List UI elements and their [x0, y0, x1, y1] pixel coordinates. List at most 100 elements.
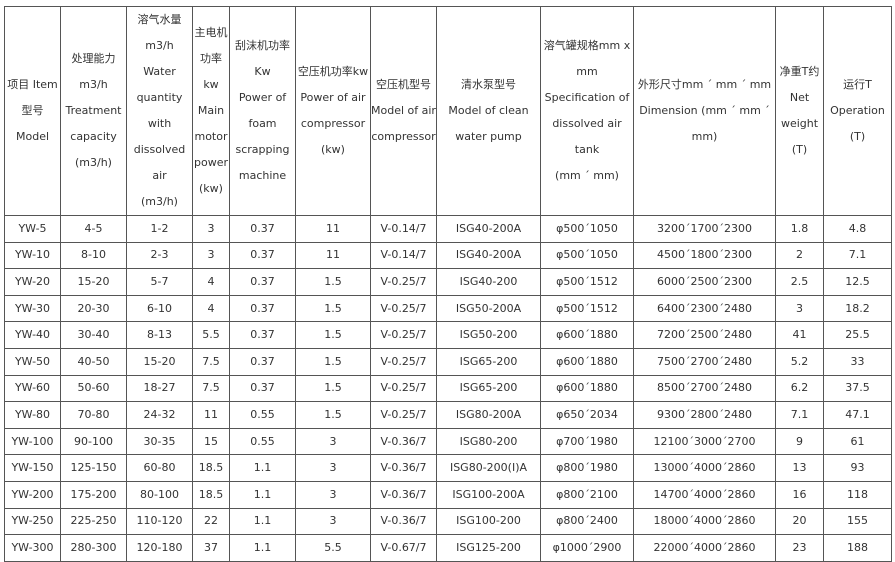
cell-dimension: 9300´2800´2480 — [633, 401, 776, 429]
cell-net-weight: 5.2 — [775, 347, 824, 376]
cell-net-weight: 13 — [775, 454, 824, 482]
cell-operation-weight: 37.5 — [823, 374, 892, 403]
header-clean-water-pump-model: 清水泵型号 Model of clean water pump — [436, 6, 541, 216]
cell-model: YW-40 — [4, 321, 61, 349]
cell-treatment-capacity: 4-5 — [60, 215, 127, 243]
cell-clean-water-pump-model: ISG40-200 — [436, 268, 541, 296]
cell-water-quantity: 2-3 — [126, 241, 193, 270]
cell-dissolved-air-tank-spec: φ500´1512 — [540, 268, 634, 296]
table-row: YW-80 70-80 24-32 11 0.55 1.5 V-0.25/7 ISG80-20… — [4, 401, 892, 429]
header-main-motor-power: 主电机 功率kw Main motor power (kw) — [192, 6, 230, 216]
cell-operation-weight: 47.1 — [823, 401, 892, 429]
cell-treatment-capacity: 15-20 — [60, 268, 127, 296]
cell-foam-scraper-power: 1.1 — [229, 507, 296, 536]
cell-air-compressor-model: V-0.25/7 — [370, 347, 437, 376]
cell-clean-water-pump-model: ISG65-200 — [436, 347, 541, 376]
cell-clean-water-pump-model: ISG100-200 — [436, 507, 541, 536]
cell-air-compressor-power: 1.5 — [295, 401, 371, 429]
cell-treatment-capacity: 125-150 — [60, 454, 127, 482]
cell-model: YW-10 — [4, 241, 61, 270]
cell-water-quantity: 5-7 — [126, 268, 193, 296]
cell-model: YW-300 — [4, 534, 61, 562]
cell-water-quantity: 120-180 — [126, 534, 193, 562]
cell-dissolved-air-tank-spec: φ800´2100 — [540, 480, 634, 509]
cell-dissolved-air-tank-spec: φ600´1880 — [540, 347, 634, 376]
table-row: YW-100 90-100 30-35 15 0.55 3 V-0.36/7 ISG80-20… — [4, 427, 892, 456]
table-row: YW-200 175-200 80-100 18.5 1.1 3 V-0.36/7 ISG10… — [4, 480, 892, 509]
cell-dimension: 6400´2300´2480 — [633, 294, 776, 323]
cell-model: YW-80 — [4, 401, 61, 429]
cell-water-quantity: 24-32 — [126, 401, 193, 429]
cell-clean-water-pump-model: ISG65-200 — [436, 374, 541, 403]
cell-foam-scraper-power: 0.37 — [229, 374, 296, 403]
cell-net-weight: 9 — [775, 427, 824, 456]
cell-net-weight: 3 — [775, 294, 824, 323]
cell-net-weight: 41 — [775, 321, 824, 349]
cell-dissolved-air-tank-spec: φ500´1050 — [540, 241, 634, 270]
header-air-compressor-model: 空压机型号 Model of air compressor — [370, 6, 437, 216]
cell-model: YW-150 — [4, 454, 61, 482]
cell-foam-scraper-power: 0.37 — [229, 294, 296, 323]
cell-air-compressor-power: 11 — [295, 215, 371, 243]
cell-operation-weight: 61 — [823, 427, 892, 456]
header-water-quantity: 溶气水量 m3/h Water quantity with dissolved … — [126, 6, 193, 216]
cell-dimension: 12100´3000´2700 — [633, 427, 776, 456]
table-row: YW-50 40-50 15-20 7.5 0.37 1.5 V-0.25/7 ISG65-2… — [4, 347, 892, 376]
cell-water-quantity: 1-2 — [126, 215, 193, 243]
cell-air-compressor-model: V-0.14/7 — [370, 215, 437, 243]
cell-air-compressor-power: 5.5 — [295, 534, 371, 562]
cell-dimension: 3200´1700´2300 — [633, 215, 776, 243]
cell-air-compressor-model: V-0.25/7 — [370, 321, 437, 349]
cell-model: YW-50 — [4, 347, 61, 376]
cell-air-compressor-model: V-0.25/7 — [370, 294, 437, 323]
cell-foam-scraper-power: 0.55 — [229, 401, 296, 429]
cell-main-motor-power: 18.5 — [192, 480, 230, 509]
cell-clean-water-pump-model: ISG80-200(I)A — [436, 454, 541, 482]
cell-main-motor-power: 4 — [192, 294, 230, 323]
cell-air-compressor-power: 3 — [295, 454, 371, 482]
cell-water-quantity: 30-35 — [126, 427, 193, 456]
cell-water-quantity: 15-20 — [126, 347, 193, 376]
cell-water-quantity: 6-10 — [126, 294, 193, 323]
cell-dissolved-air-tank-spec: φ500´1512 — [540, 294, 634, 323]
cell-air-compressor-power: 3 — [295, 427, 371, 456]
cell-air-compressor-model: V-0.36/7 — [370, 454, 437, 482]
cell-main-motor-power: 15 — [192, 427, 230, 456]
cell-operation-weight: 155 — [823, 507, 892, 536]
cell-operation-weight: 93 — [823, 454, 892, 482]
cell-treatment-capacity: 30-40 — [60, 321, 127, 349]
cell-main-motor-power: 5.5 — [192, 321, 230, 349]
header-row: 项目 Item 型号 Model 处理能力 m3/h Treatment capa… — [4, 6, 892, 216]
cell-air-compressor-model: V-0.14/7 — [370, 241, 437, 270]
cell-main-motor-power: 37 — [192, 534, 230, 562]
cell-net-weight: 2.5 — [775, 268, 824, 296]
cell-foam-scraper-power: 0.37 — [229, 347, 296, 376]
cell-foam-scraper-power: 0.37 — [229, 241, 296, 270]
cell-air-compressor-model: V-0.36/7 — [370, 507, 437, 536]
cell-dimension: 13000´4000´2860 — [633, 454, 776, 482]
cell-air-compressor-power: 1.5 — [295, 268, 371, 296]
table-row: YW-30 20-30 6-10 4 0.37 1.5 V-0.25/7 ISG50-200A… — [4, 294, 892, 323]
cell-water-quantity: 110-120 — [126, 507, 193, 536]
cell-net-weight: 20 — [775, 507, 824, 536]
cell-air-compressor-model: V-0.36/7 — [370, 480, 437, 509]
cell-net-weight: 1.8 — [775, 215, 824, 243]
cell-water-quantity: 80-100 — [126, 480, 193, 509]
cell-treatment-capacity: 50-60 — [60, 374, 127, 403]
cell-treatment-capacity: 70-80 — [60, 401, 127, 429]
cell-dissolved-air-tank-spec: φ650´2034 — [540, 401, 634, 429]
cell-air-compressor-model: V-0.25/7 — [370, 268, 437, 296]
cell-dissolved-air-tank-spec: φ800´1980 — [540, 454, 634, 482]
cell-dimension: 6000´2500´2300 — [633, 268, 776, 296]
cell-air-compressor-power: 1.5 — [295, 374, 371, 403]
cell-foam-scraper-power: 0.37 — [229, 215, 296, 243]
cell-clean-water-pump-model: ISG100-200A — [436, 480, 541, 509]
cell-net-weight: 7.1 — [775, 401, 824, 429]
cell-clean-water-pump-model: ISG40-200A — [436, 241, 541, 270]
cell-net-weight: 16 — [775, 480, 824, 509]
cell-model: YW-100 — [4, 427, 61, 456]
table-row: YW-5 4-5 1-2 3 0.37 11 V-0.14/7 ISG40-200A φ500´… — [4, 215, 892, 243]
cell-treatment-capacity: 90-100 — [60, 427, 127, 456]
header-operation-weight: 运行T Operation (T) — [823, 6, 892, 216]
cell-foam-scraper-power: 0.37 — [229, 268, 296, 296]
